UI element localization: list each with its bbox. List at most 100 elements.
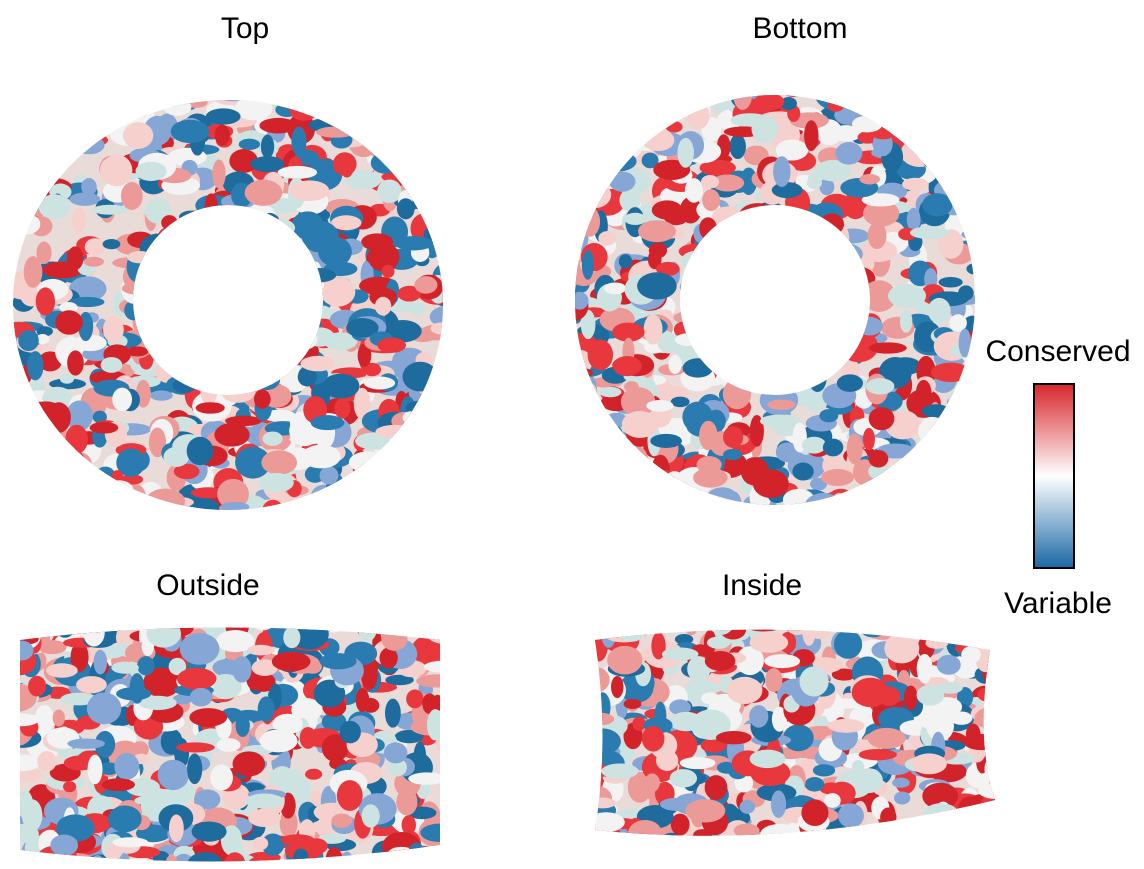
- surface-patch: [319, 653, 356, 669]
- surface-patch: [697, 456, 722, 473]
- surface-patch: [123, 122, 153, 149]
- surface-patch: [418, 452, 453, 483]
- surface-patch: [364, 464, 377, 491]
- surface-patch: [701, 287, 724, 300]
- surface-patch: [807, 176, 822, 189]
- surface-patch: [911, 452, 943, 466]
- surface-patch: [815, 270, 848, 296]
- surface-patch: [801, 799, 828, 826]
- surface-patch: [50, 835, 78, 857]
- surface-patch: [350, 86, 383, 105]
- surface-patch: [836, 83, 874, 110]
- surface-patch: [938, 812, 967, 843]
- surface-patch: [132, 280, 152, 307]
- surface-patch: [716, 262, 732, 279]
- surface-patch: [200, 374, 217, 406]
- surface-patch: [666, 121, 683, 133]
- surface-patch: [688, 81, 710, 102]
- surface-patch: [261, 500, 284, 526]
- surface-patch: [560, 145, 589, 169]
- surface-patch: [944, 406, 981, 432]
- surface-patch: [807, 286, 842, 296]
- surface-patch: [179, 614, 207, 627]
- surface-patch: [359, 106, 383, 129]
- surface-patch: [697, 255, 714, 275]
- surface-patch: [740, 834, 756, 857]
- surface-patch: [53, 709, 65, 726]
- surface-patch: [584, 691, 599, 705]
- surface-patch: [754, 93, 784, 111]
- surface-patch: [162, 230, 202, 244]
- surface-patch: [741, 457, 769, 486]
- surface-patch: [424, 148, 450, 172]
- surface-patch: [936, 415, 972, 436]
- surface-patch: [14, 616, 36, 627]
- surface-patch: [429, 476, 458, 496]
- surface-patch: [423, 618, 458, 635]
- surface-patch: [56, 622, 74, 638]
- surface-patch: [103, 103, 122, 129]
- surface-patch: [961, 646, 980, 664]
- surface-patch: [375, 297, 391, 316]
- surface-patch: [901, 139, 939, 167]
- surface-patch: [644, 314, 663, 344]
- surface-patch: [399, 81, 432, 109]
- surface-patch: [596, 109, 620, 135]
- surface-patch: [277, 272, 293, 282]
- surface-patch: [221, 370, 256, 396]
- surface-patch: [127, 309, 159, 321]
- surface-patch: [617, 835, 638, 849]
- surface-patch: [243, 358, 275, 371]
- surface-patch: [19, 146, 33, 158]
- surface-patch: [36, 287, 55, 315]
- surface-patch: [905, 465, 934, 479]
- surface-patch: [898, 456, 929, 473]
- surface-patch: [300, 268, 336, 282]
- surface-patch: [214, 287, 248, 297]
- surface-patch: [761, 266, 798, 286]
- surface-patch: [603, 603, 641, 630]
- surface-patch: [717, 279, 735, 293]
- surface-patch: [958, 441, 991, 469]
- surface-patch: [681, 251, 713, 270]
- surface-patch: [395, 445, 428, 462]
- surface-patch: [157, 315, 191, 336]
- surface-patch: [375, 462, 389, 479]
- surface-patch: [816, 270, 848, 296]
- surface-patch: [217, 738, 241, 752]
- surface-patch: [745, 303, 777, 335]
- surface-patch: [101, 357, 123, 373]
- surface-patch: [665, 471, 684, 490]
- surface-patch: [611, 676, 623, 698]
- surface-patch: [588, 812, 625, 832]
- surface-patch: [946, 815, 973, 834]
- surface-patch: [306, 838, 328, 854]
- surface-patch: [764, 285, 780, 316]
- surface-patch: [819, 828, 837, 848]
- surface-patch: [258, 696, 275, 721]
- surface-patch: [0, 474, 20, 489]
- surface-patch: [585, 713, 614, 726]
- surface-patch: [122, 86, 150, 112]
- surface-patch: [895, 478, 919, 497]
- surface-patch: [259, 309, 284, 331]
- surface-patch: [880, 808, 896, 827]
- surface-patch: [859, 749, 897, 760]
- surface-patch: [2, 161, 24, 182]
- surface-patch: [595, 131, 619, 150]
- top-surface: [0, 81, 469, 530]
- surface-patch: [660, 484, 692, 498]
- surface-patch: [318, 237, 352, 267]
- surface-patch: [754, 247, 770, 271]
- surface-patch: [969, 803, 991, 832]
- surface-patch: [349, 451, 388, 473]
- surface-patch: [61, 494, 80, 515]
- surface-patch: [891, 121, 921, 132]
- panel-label: Bottom: [752, 12, 847, 45]
- surface-patch: [570, 417, 595, 442]
- surface-patch: [579, 413, 605, 425]
- surface-patch: [163, 310, 196, 331]
- surface-patch: [775, 227, 804, 238]
- surface-patch: [730, 304, 745, 325]
- surface-patch: [13, 179, 39, 205]
